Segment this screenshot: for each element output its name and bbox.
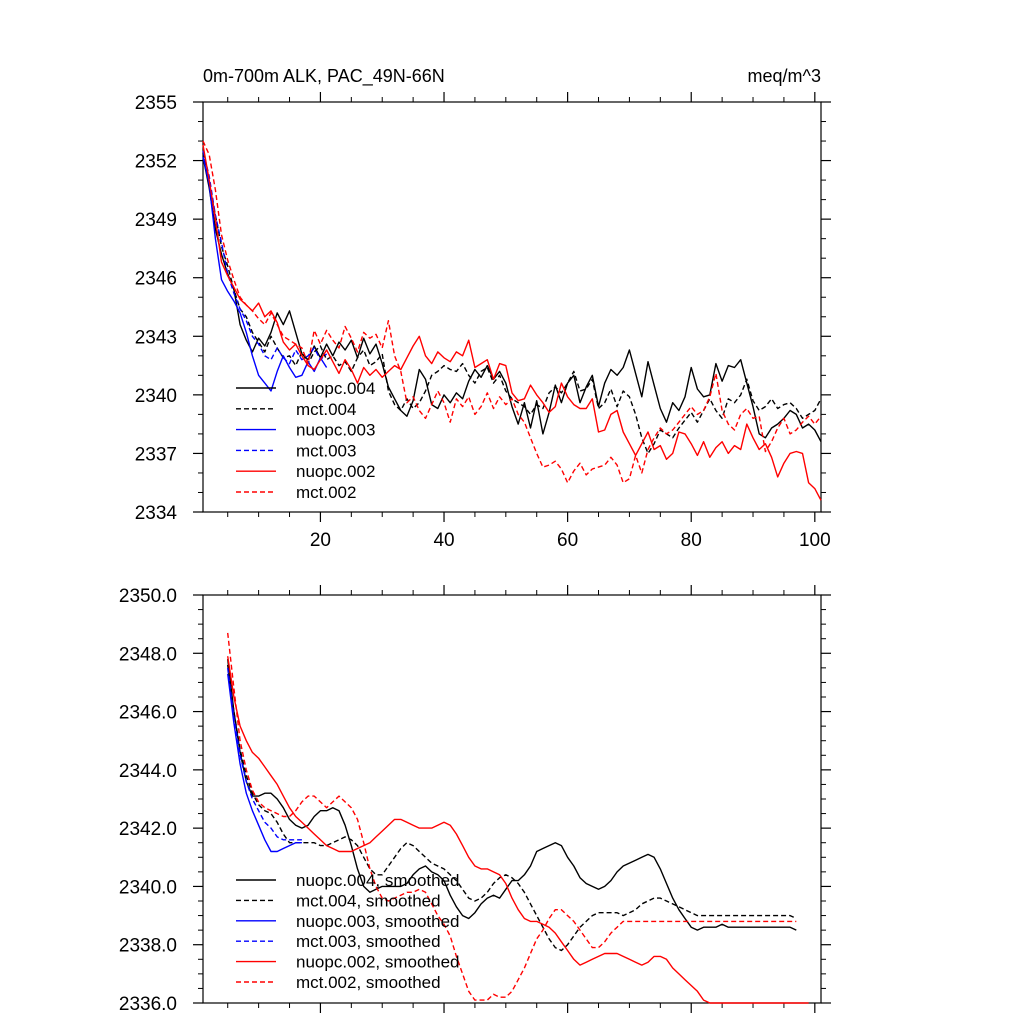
legend-label: nuopc.002, smoothed — [296, 953, 460, 972]
top-panel-series — [202, 140, 822, 501]
series-line-nuopc-004 — [202, 156, 822, 443]
y-tick-label: 2346 — [135, 269, 177, 290]
x-tick-label: 80 — [681, 530, 702, 551]
y-tick-label: 2355 — [135, 93, 177, 114]
y-tick-label: 2344.0 — [119, 761, 177, 782]
top-panel-title: 0m-700m ALK, PAC_49N-66N — [203, 66, 445, 87]
y-tick-label: 2336.0 — [119, 994, 177, 1015]
legend-label: mct.002 — [296, 483, 356, 502]
series-line-nuopc-003 — [202, 156, 328, 392]
bottom-panel-axes: 2336.0 2338.0 2340.0 2342.0 2344.0 2346.0 2348… — [119, 585, 831, 1015]
legend-label: nuopc.003 — [296, 421, 375, 440]
bottom-panel: 2336.0 2338.0 2340.0 2342.0 2344.0 2346.0 2348… — [119, 585, 831, 1015]
y-tick-label: 2340.0 — [119, 877, 177, 898]
y-tick-label: 2338.0 — [119, 936, 177, 957]
bottom-panel-series — [227, 632, 809, 1004]
series-line-mct-003 — [202, 150, 328, 365]
legend-label: mct.003 — [296, 441, 356, 460]
legend-label: mct.004 — [296, 400, 356, 419]
x-tick-label: 20 — [310, 530, 331, 551]
series-line-nuopc-004-smoothed — [227, 659, 797, 931]
series-line-mct-002-smoothed — [227, 632, 797, 1001]
plot-frame — [202, 101, 822, 513]
legend-label: mct.004, smoothed — [296, 891, 441, 910]
y-tick-label: 2349 — [135, 210, 177, 231]
x-tick-label: 100 — [799, 530, 831, 551]
x-tick-label: 60 — [557, 530, 578, 551]
legend-label: nuopc.002 — [296, 462, 375, 481]
y-tick-label: 2340 — [135, 386, 177, 407]
series-line-mct-003-smoothed — [227, 667, 302, 841]
series-line-mct-004-smoothed — [227, 664, 797, 952]
series-line-nuopc-002 — [202, 144, 822, 501]
y-tick-label: 2350.0 — [119, 586, 177, 607]
y-tick-label: 2334 — [135, 503, 178, 524]
legend-label: nuopc.004 — [296, 379, 375, 398]
y-tick-label: 2346.0 — [119, 703, 177, 724]
y-tick-label: 2352 — [135, 152, 177, 173]
top-panel-axes: 20 40 60 80 100 2334 2337 2340 2343 2346 2349 2352 2… — [135, 92, 831, 551]
legend-label: nuopc.004, smoothed — [296, 871, 460, 890]
series-line-mct-002 — [202, 140, 822, 484]
top-panel-units: meq/m^3 — [748, 66, 821, 86]
series-line-nuopc-003-smoothed — [227, 673, 302, 853]
top-panel: 0m-700m ALK, PAC_49N-66N meq/m^3 20 40 60 8… — [135, 66, 831, 551]
x-tick-label: 40 — [433, 530, 454, 551]
y-tick-label: 2337 — [135, 444, 177, 465]
y-tick-label: 2343 — [135, 327, 177, 348]
y-tick-label: 2342.0 — [119, 819, 177, 840]
legend-label: nuopc.003, smoothed — [296, 912, 460, 931]
legend-label: mct.002, smoothed — [296, 973, 441, 992]
legend-label: mct.003, smoothed — [296, 932, 441, 951]
series-line-nuopc-002-smoothed — [227, 656, 809, 1004]
y-tick-label: 2348.0 — [119, 644, 177, 665]
